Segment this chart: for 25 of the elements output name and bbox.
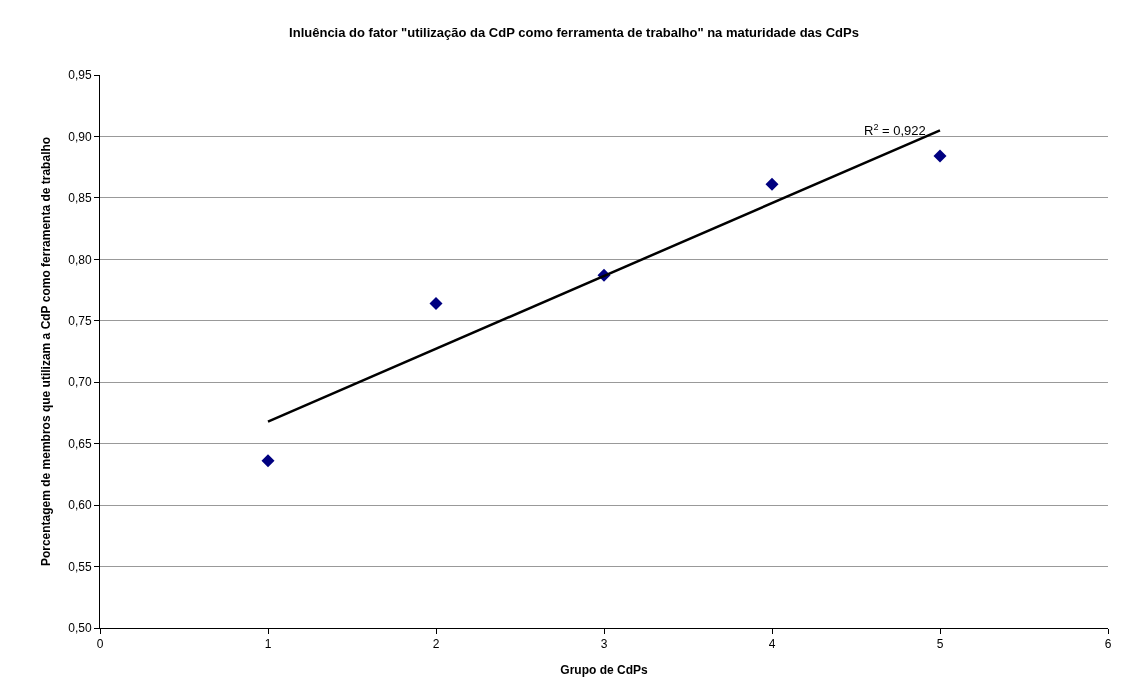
point xyxy=(765,177,779,191)
y-tick-label: 0,85 xyxy=(68,191,92,206)
y-tick-label: 0,65 xyxy=(68,436,92,451)
y-tick-label: 0,70 xyxy=(68,375,92,390)
y-tick-label: 0,90 xyxy=(68,129,92,144)
x-tick-label: 4 xyxy=(768,637,776,652)
x-tick-label: 2 xyxy=(432,637,440,652)
y-tick-label: 0,80 xyxy=(68,252,92,267)
chart-title: Inluência do fator "utilização da CdP como ferramenta de trabalho" na maturidade das CdPs xyxy=(289,24,859,40)
point xyxy=(933,149,947,163)
x-tick-label: 6 xyxy=(1104,637,1112,652)
x-tick-label: 5 xyxy=(936,637,944,652)
y-tick-label: 0,60 xyxy=(68,498,92,513)
annotation: R$^{2}$ = 0,922 xyxy=(864,122,926,139)
y-tick-label: 0,55 xyxy=(68,559,92,574)
x-tick-label: 0 xyxy=(96,637,104,652)
x-axis-title: Grupo de CdPs xyxy=(560,663,648,678)
x-tick-label: 3 xyxy=(600,637,608,652)
y-tick-label: 0,75 xyxy=(68,313,92,328)
x-tick-label: 1 xyxy=(264,637,272,652)
y-axis-title: Porcentagem de membros que utilizam a CdP como ferramenta de trabalho xyxy=(38,136,53,567)
y-tick-label: 0,50 xyxy=(68,621,92,636)
point xyxy=(429,297,443,311)
y-tick-label: 0,95 xyxy=(68,68,92,83)
point xyxy=(261,454,275,468)
